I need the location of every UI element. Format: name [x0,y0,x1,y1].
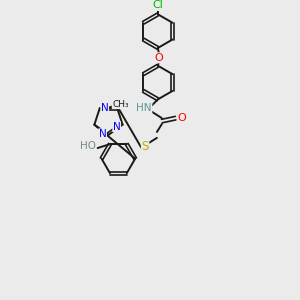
Text: O: O [177,113,186,123]
Text: O: O [154,53,163,63]
Text: N: N [99,129,106,139]
Text: Cl: Cl [152,0,163,11]
Text: HN: HN [136,103,152,113]
Text: HO: HO [80,141,96,151]
Text: S: S [141,140,149,153]
Text: N: N [101,103,109,113]
Text: CH₃: CH₃ [112,100,129,109]
Text: N: N [113,122,121,132]
